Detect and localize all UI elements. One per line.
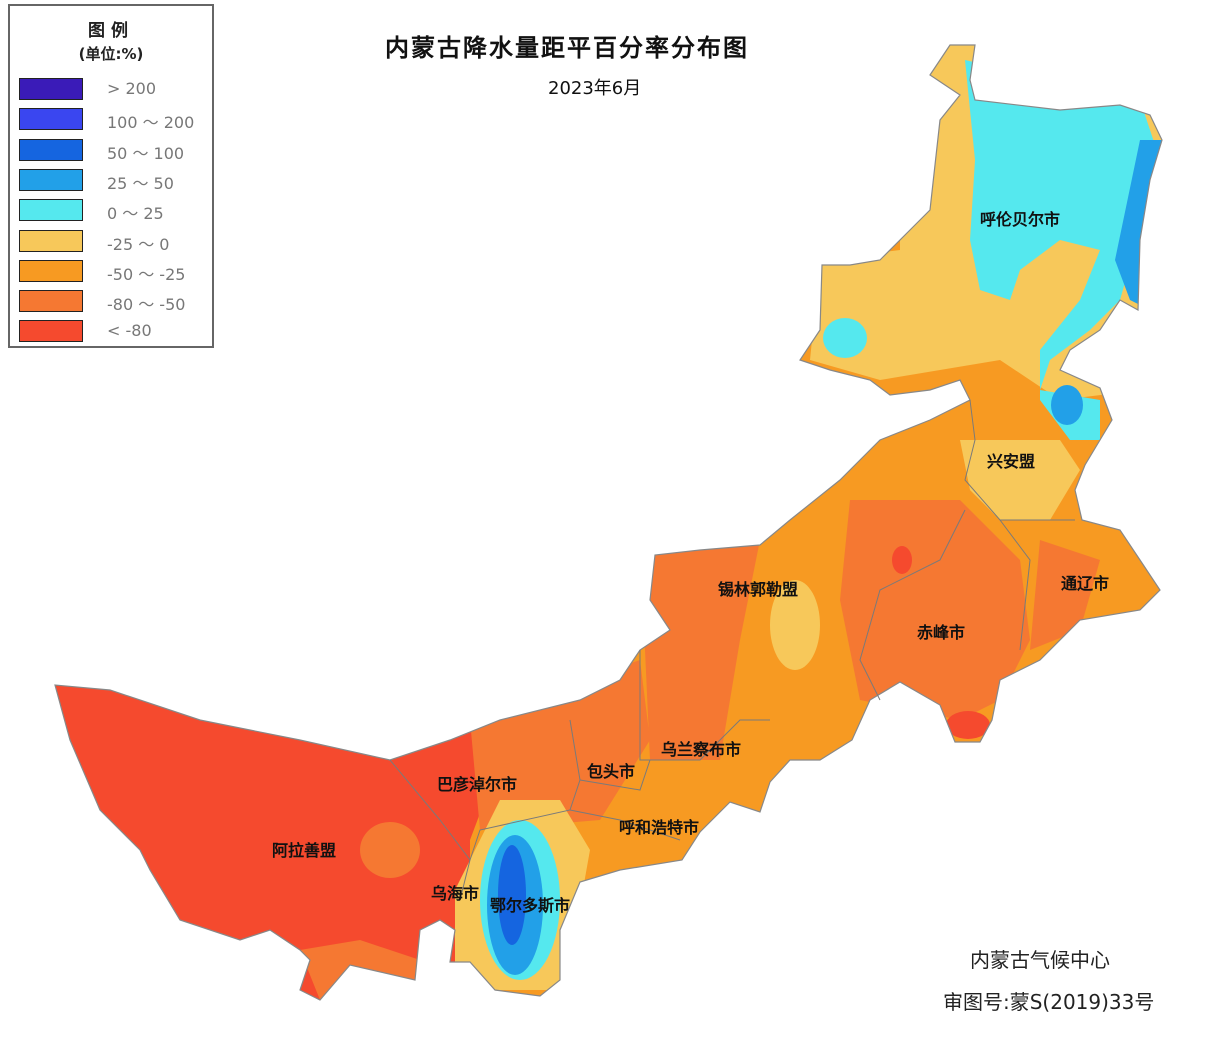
zone-0-25-hulunbuir <box>965 60 1160 440</box>
zone-below-minus80-west <box>55 650 500 1000</box>
label-bayannur: 巴彦淖尔市 <box>437 775 518 794</box>
zone-below-minus80-spot <box>892 546 912 574</box>
legend-label: -50 ～ -25 <box>107 264 186 284</box>
boundary-ordos <box>569 809 681 841</box>
legend-label: 50 ～ 100 <box>107 143 185 163</box>
label-chifeng: 赤峰市 <box>917 623 966 642</box>
zone-minus25-0-xilingol <box>770 580 820 670</box>
boundary-tongliao <box>999 519 1031 651</box>
legend-swatch <box>19 168 83 191</box>
legend-label: -25 ～ 0 <box>107 234 170 254</box>
map-subtitle: 2023年6月 <box>548 78 642 99</box>
label-xinganmeng: 兴安盟 <box>987 452 1036 471</box>
zone-below-minus80-chifeng-south <box>946 711 990 739</box>
label-wuhai: 乌海市 <box>431 884 480 903</box>
legend-swatch <box>19 138 83 161</box>
agency-credit: 内蒙古气候中心 <box>970 948 1110 972</box>
boundary-xinganmeng <box>964 399 1075 521</box>
zone-minus80-minus50-central <box>470 660 650 830</box>
zone-minus80-minus50-chifeng <box>840 500 1030 720</box>
legend-label: 25 ～ 50 <box>107 173 174 193</box>
legend-label: < -80 <box>107 321 152 341</box>
inner-mongolia-outline <box>54 44 1163 1001</box>
legend-label: > 200 <box>107 79 157 98</box>
zone-minus80-minus50-tongliao <box>1030 540 1100 650</box>
legend-swatch <box>19 320 83 343</box>
boundary-baotou <box>579 759 651 791</box>
legend-label: -80 ～ -50 <box>107 295 186 315</box>
legend-label: 100 ～ 200 <box>107 113 195 133</box>
boundary-alxa <box>389 759 471 901</box>
legend-swatch <box>19 199 83 222</box>
label-xilingol: 锡林郭勒盟 <box>718 580 799 599</box>
legend-swatch <box>19 108 83 131</box>
legend: 图例 (单位:%) > 200 100 ～ 200 50 ～ 100 25 ～ 50 0… <box>8 4 214 348</box>
label-baotou: 包头市 <box>587 762 636 781</box>
label-alxa: 阿拉善盟 <box>272 841 337 860</box>
zone-25-50-xinganmeng <box>1051 385 1083 425</box>
map-title: 内蒙古降水量距平百分率分布图 <box>385 34 749 62</box>
legend-title: 图例 <box>88 21 134 41</box>
map-approval-number: 审图号:蒙S(2019)33号 <box>943 990 1155 1014</box>
zone-0-25-west-hulunbuir <box>823 318 867 358</box>
legend-swatch <box>19 78 83 100</box>
boundary-chifeng <box>859 509 966 701</box>
legend-swatch <box>19 290 83 313</box>
zone-50-100-ordos <box>498 845 526 945</box>
zone-minus25-0-xinganmeng <box>960 440 1080 520</box>
label-hulunbuir: 呼伦贝尔市 <box>980 210 1061 229</box>
legend-swatch <box>19 229 83 252</box>
label-ulanqab: 乌兰察布市 <box>661 740 742 759</box>
label-ordos: 鄂尔多斯市 <box>490 896 571 915</box>
zone-minus80-minus50-xilingol <box>640 540 760 760</box>
zone-minus80-minus50-alxa <box>360 822 420 878</box>
legend-label: 0 ～ 25 <box>107 204 164 224</box>
legend-unit: (单位:%) <box>78 45 144 63</box>
legend-swatch <box>19 259 83 282</box>
label-tongliao: 通辽市 <box>1061 574 1110 593</box>
label-hohhot: 呼和浩特市 <box>619 818 700 837</box>
admin-boundaries <box>389 399 1075 901</box>
boundary-xilingol <box>639 650 770 761</box>
